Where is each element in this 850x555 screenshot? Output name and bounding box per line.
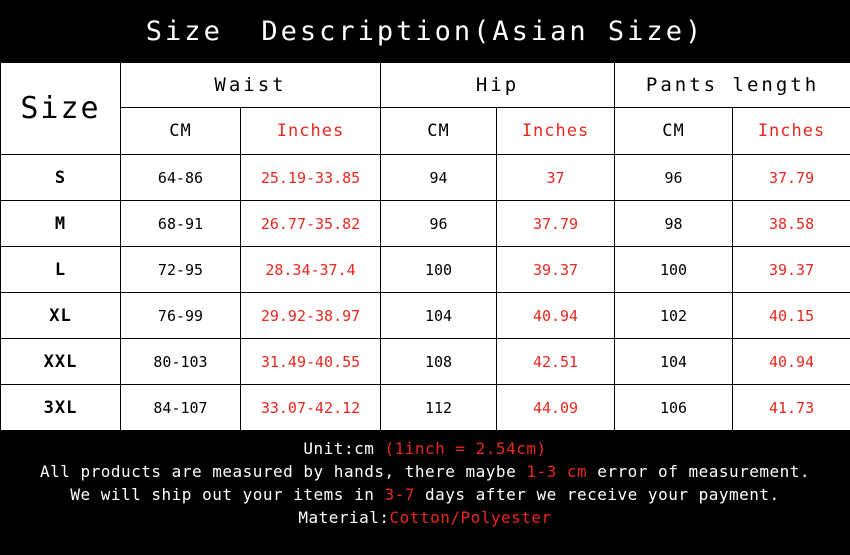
footer-unit-line: Unit:cm (1inch = 2.54cm) [0,437,850,460]
footer-unit-value: (1inch = 2.54cm) [384,439,547,458]
header-unit-waist-cm: CM [120,107,241,155]
header-unit-hip-cm: CM [380,107,498,155]
cell-waist-cm: 64-86 [120,154,241,201]
header-group-pants-length: Pants length [614,62,850,108]
footer-material-label: Material: [298,508,390,527]
chart-title-bar: Size Description(Asian Size) [0,0,850,62]
cell-length-cm: 100 [614,246,734,293]
table-head: Size Waist Hip Pants length CM Inches CM… [0,62,850,155]
cell-hip-inches: 39.37 [496,246,616,293]
cell-waist-cm: 68-91 [120,200,241,247]
cell-hip-inches: 44.09 [496,384,616,431]
header-group-hip: Hip [380,62,616,108]
header-unit-length-cm: CM [614,107,734,155]
cell-length-inches: 40.94 [732,338,850,385]
cell-waist-cm: 72-95 [120,246,241,293]
footer-shipping-part1: We will ship out your items in [70,485,385,504]
cell-waist-cm: 80-103 [120,338,241,385]
cell-waist-inches: 25.19-33.85 [239,154,382,201]
cell-length-inches: 37.79 [732,154,850,201]
table-row: S 64-86 25.19-33.85 94 37 96 37.79 [0,154,850,201]
footer-material-line: Material:Cotton/Polyester [0,506,850,529]
cell-hip-cm: 108 [380,338,498,385]
footer-unit-label: Unit:cm [303,439,385,458]
header-unit-hip-inches: Inches [496,107,616,155]
table-header-unit-row: CM Inches CM Inches CM Inches [1,107,850,155]
table-row: XXL 80-103 31.49-40.55 108 42.51 104 40.… [0,338,850,385]
header-group-waist: Waist [119,62,382,108]
cell-size: XXL [0,338,121,385]
header-size: Size [0,62,121,155]
cell-length-cm: 106 [614,384,734,431]
footer-shipping-part2: days after we receive your payment. [414,485,780,504]
cell-waist-cm: 84-107 [120,384,241,431]
header-unit-length-inches: Inches [732,107,850,155]
cell-length-inches: 40.15 [732,292,850,339]
cell-waist-inches: 33.07-42.12 [239,384,382,431]
header-unit-waist-inches: Inches [239,107,382,155]
cell-hip-cm: 100 [380,246,498,293]
cell-hip-cm: 112 [380,384,498,431]
footer-shipping-days: 3-7 [384,485,415,504]
table-row: 3XL 84-107 33.07-42.12 112 44.09 106 41.… [0,384,850,431]
cell-hip-cm: 96 [380,200,498,247]
table-header-group-row: Size Waist Hip Pants length [0,62,850,155]
cell-waist-inches: 28.34-37.4 [239,246,382,293]
cell-waist-cm: 76-99 [120,292,241,339]
cell-waist-inches: 29.92-38.97 [239,292,382,339]
cell-length-cm: 104 [614,338,734,385]
cell-length-inches: 41.73 [732,384,850,431]
table-row: L 72-95 28.34-37.4 100 39.37 100 39.37 [0,246,850,293]
cell-size: M [0,200,121,247]
table-row: XL 76-99 29.92-38.97 104 40.94 102 40.15 [0,292,850,339]
page-title: Size Description(Asian Size) [145,15,705,47]
cell-hip-inches: 37.79 [496,200,616,247]
footer-measure-part1: All products are measured by hands, ther… [39,462,527,481]
cell-size: S [0,154,121,201]
cell-length-cm: 98 [614,200,734,247]
cell-hip-inches: 37 [496,154,616,201]
cell-length-inches: 39.37 [732,246,850,293]
table-body: S 64-86 25.19-33.85 94 37 96 37.79 M 68-… [0,154,850,431]
footer-material-value: Cotton/Polyester [389,508,552,527]
cell-length-cm: 102 [614,292,734,339]
cell-waist-inches: 26.77-35.82 [239,200,382,247]
size-description-table: Size Waist Hip Pants length CM Inches CM… [0,62,850,431]
cell-hip-inches: 42.51 [496,338,616,385]
cell-length-inches: 38.58 [732,200,850,247]
footer-notes: Unit:cm (1inch = 2.54cm) All products ar… [0,431,850,537]
footer-measure-line: All products are measured by hands, ther… [0,460,850,483]
cell-size: L [0,246,121,293]
cell-hip-cm: 94 [380,154,498,201]
footer-shipping-line: We will ship out your items in 3-7 days … [0,483,850,506]
table-row: M 68-91 26.77-35.82 96 37.79 98 38.58 [0,200,850,247]
cell-size: 3XL [0,384,121,431]
cell-length-cm: 96 [614,154,734,201]
footer-measure-part2: error of measurement. [587,462,811,481]
cell-hip-cm: 104 [380,292,498,339]
cell-waist-inches: 31.49-40.55 [239,338,382,385]
cell-size: XL [0,292,121,339]
footer-measure-tolerance: 1-3 cm [526,462,588,481]
cell-hip-inches: 40.94 [496,292,616,339]
